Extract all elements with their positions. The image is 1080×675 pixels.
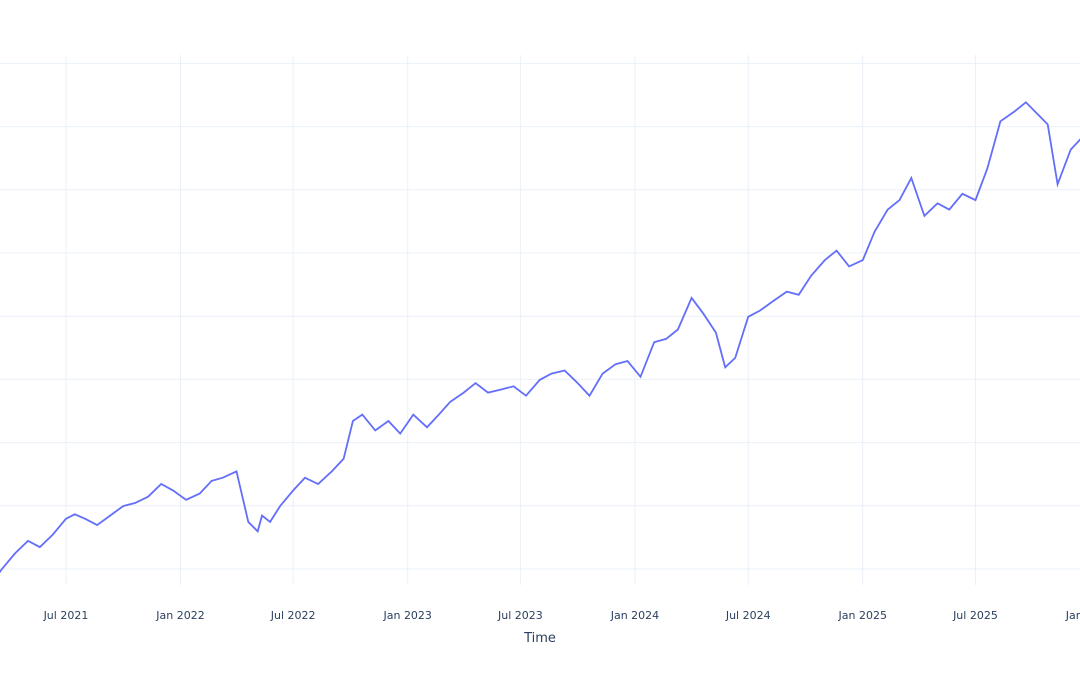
x-tick-label: Jan 2025: [838, 609, 887, 622]
x-tick-label: Jul 2023: [497, 609, 543, 622]
x-tick-label: Jul 2022: [270, 609, 316, 622]
x-gridlines: [65, 55, 976, 585]
series-line: [0, 101, 1080, 574]
x-tick-label: Jan 2026: [1065, 609, 1080, 622]
x-tick-label: Jan 2023: [382, 609, 431, 622]
y-gridlines: [0, 62, 1080, 570]
x-tick-labels: Jul 2021 Jan 2022 Jul 2022 Jan 2023 Jul 2023…: [43, 609, 1080, 622]
x-tick-label: Jul 2024: [725, 609, 771, 622]
x-tick-label: Jan 2024: [610, 609, 659, 622]
x-tick-label: Jul 2025: [952, 609, 998, 622]
x-tick-label: Jan 2022: [155, 609, 204, 622]
x-tick-label: Jul 2021: [43, 609, 89, 622]
x-axis-title: Time: [523, 631, 556, 646]
